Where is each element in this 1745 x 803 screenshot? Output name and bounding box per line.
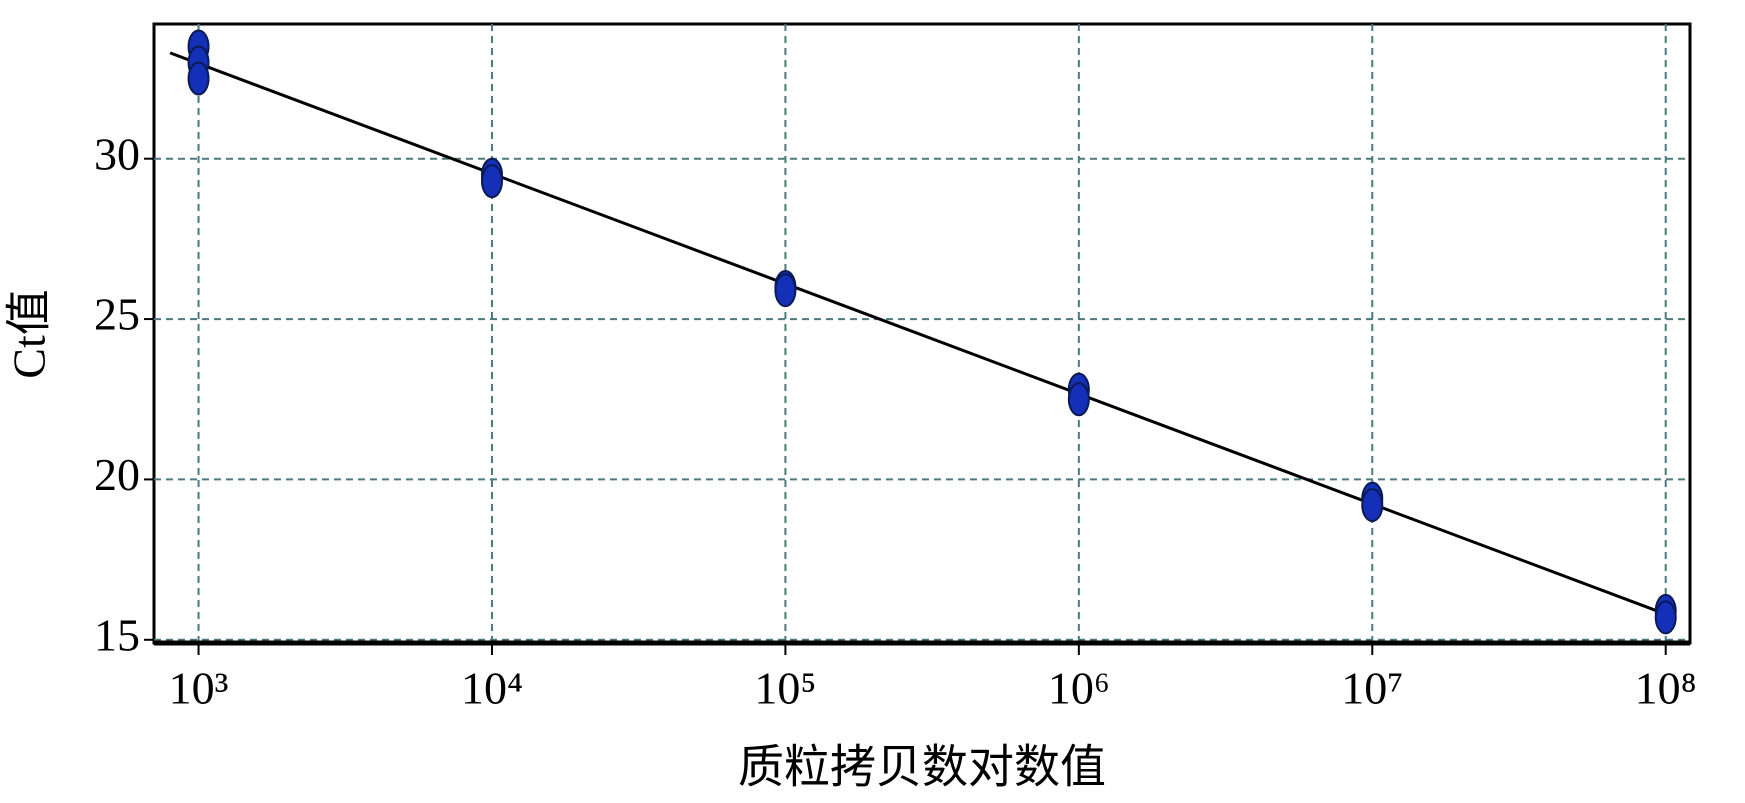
x-tick-label: 10⁴: [461, 663, 523, 714]
data-point: [774, 273, 797, 308]
y-tick-label: 30: [94, 128, 140, 179]
x-tick-label: 10³: [169, 663, 229, 714]
data-point: [1067, 382, 1090, 417]
y-tick-label: 20: [94, 449, 140, 500]
y-axis-title: Ct值: [4, 289, 55, 378]
fit-line: [169, 51, 1667, 616]
y-tick-label: 15: [94, 609, 140, 660]
data-point: [187, 61, 210, 96]
x-tick-label: 10⁵: [754, 663, 816, 714]
x-axis-title: 质粒拷贝数对数值: [738, 742, 1106, 793]
data-point: [480, 164, 503, 199]
x-tick-label: 10⁸: [1635, 663, 1697, 714]
data-point: [1361, 488, 1384, 523]
x-tick-label: 10⁷: [1341, 663, 1403, 714]
x-tick-label: 10⁶: [1048, 663, 1110, 714]
data-point: [1654, 600, 1677, 635]
y-tick-label: 25: [94, 289, 140, 340]
